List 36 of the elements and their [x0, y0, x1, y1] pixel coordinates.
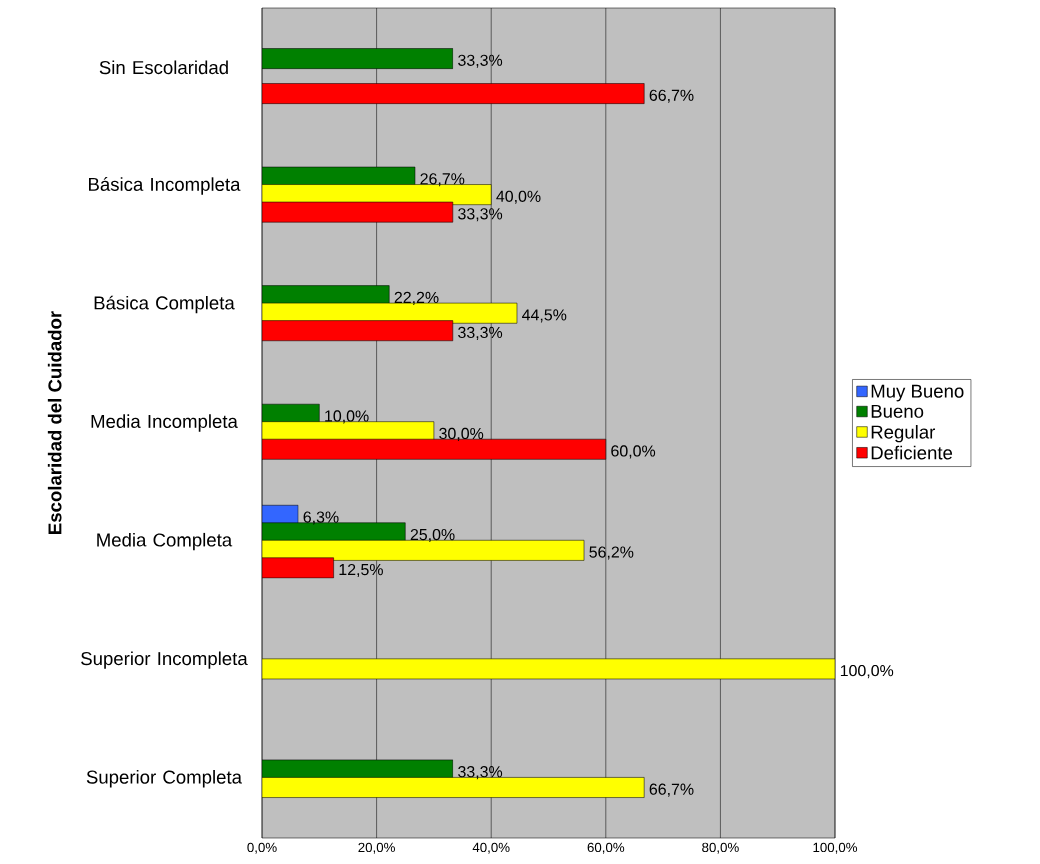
y-tick-label: Media Incompleta	[91, 414, 238, 432]
data-label: 40,0%	[496, 190, 541, 204]
x-tick-label: 20,0%	[358, 842, 395, 854]
data-label: 66,7%	[649, 89, 694, 103]
data-label: 22,2%	[394, 291, 439, 305]
legend-label: Regular	[871, 424, 936, 443]
data-label: 6,3%	[303, 511, 339, 525]
data-label: 100,0%	[840, 664, 894, 679]
y-tick-label: Básica Incompleta	[89, 177, 241, 195]
data-label: 25,0%	[410, 528, 455, 543]
x-tick-label: 0,0%	[247, 842, 277, 854]
x-tick-label: 100,0%	[813, 842, 858, 854]
data-label: 12,5%	[339, 563, 383, 578]
x-tick-label: 80,0%	[702, 842, 739, 854]
legend-label: Deficiente	[871, 445, 953, 460]
data-label: 30,0%	[439, 427, 484, 442]
data-label: 44,5%	[522, 309, 567, 323]
x-tick-label: 60,0%	[587, 842, 625, 854]
data-label: 26,7%	[420, 173, 465, 187]
data-label: 33,3%	[458, 766, 503, 780]
legend-label: Muy Bueno	[871, 384, 964, 402]
y-tick-label: Sin Escolaridad	[99, 60, 228, 75]
data-label: 56,2%	[589, 546, 634, 560]
legend-label: Bueno	[871, 404, 924, 418]
y-tick-label: Superior Completa	[86, 770, 242, 788]
data-label: 60,0%	[611, 445, 656, 459]
y-tick-label: Superior Incompleta	[81, 651, 248, 669]
y-axis-title: Escolaridad del Cuidador	[47, 311, 62, 534]
data-label: 10,0%	[325, 410, 369, 424]
y-tick-label: Básica Completa	[94, 295, 235, 314]
data-label: 66,7%	[649, 783, 694, 797]
data-label: 33,3%	[458, 326, 503, 340]
x-tick-label: 40,0%	[472, 842, 510, 854]
y-tick-label: Media Completa	[97, 532, 233, 551]
data-label: 33,3%	[458, 54, 503, 68]
data-label: 33,3%	[458, 208, 503, 222]
